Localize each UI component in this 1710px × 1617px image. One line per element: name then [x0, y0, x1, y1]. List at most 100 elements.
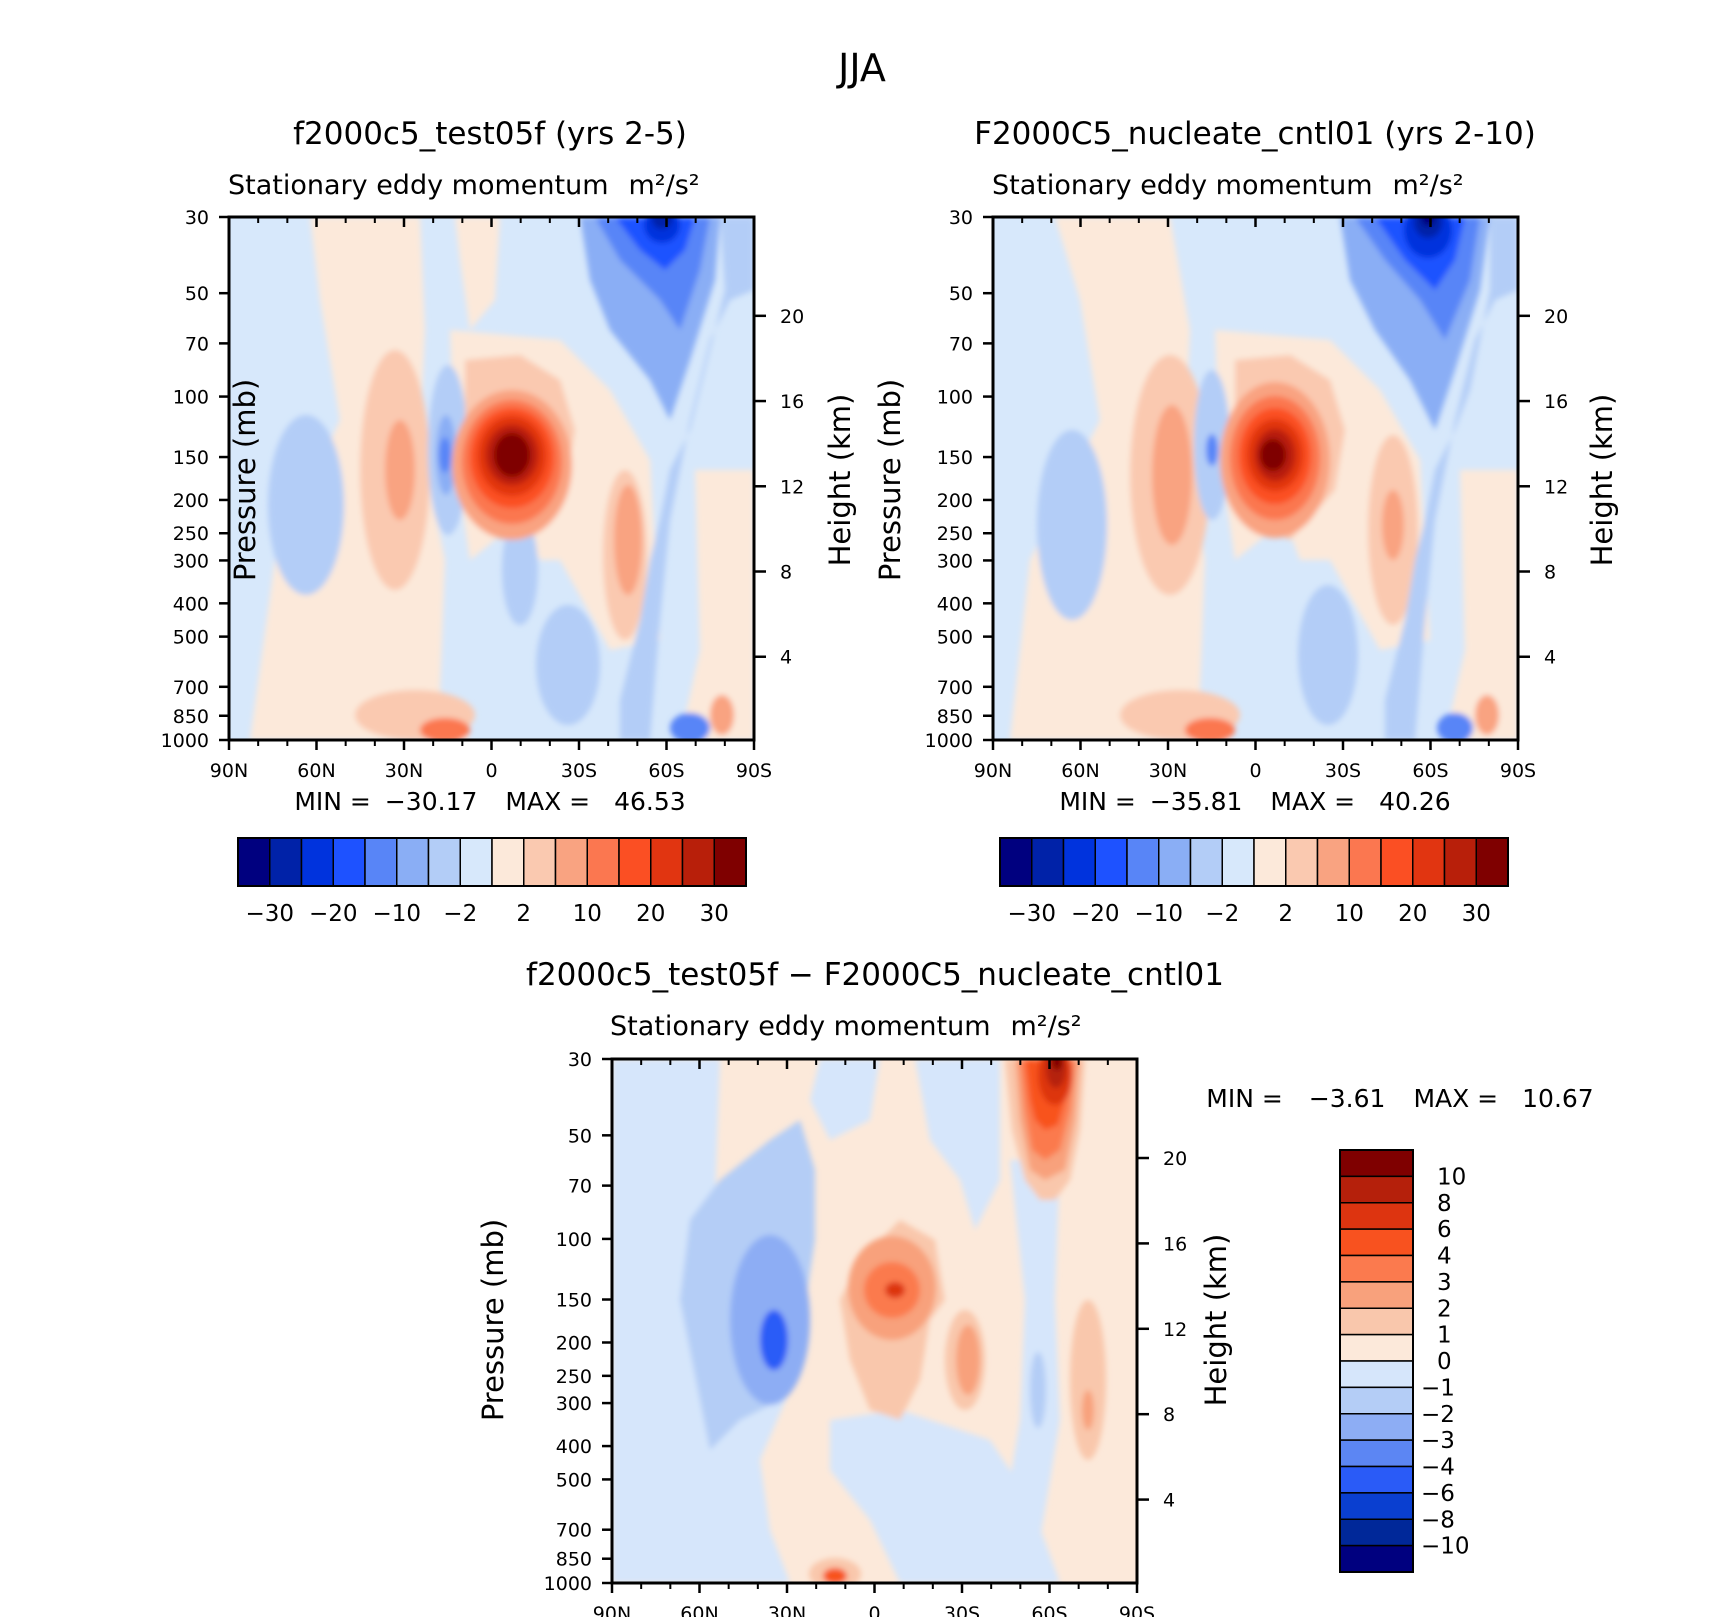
panel-diff-colorbar-box: [1339, 1360, 1414, 1389]
panel-1-contour-field: [229, 217, 754, 740]
panel-diff-colorbar-label: −8: [1421, 1507, 1455, 1533]
panel-1-y-right-tick-label: 4: [780, 647, 792, 669]
panel-diff-region-negative-b: [915, 1059, 1000, 1230]
panel-1-ylabel-right: Height (km): [823, 394, 857, 567]
panel-1-y-tick-label: 700: [173, 677, 209, 699]
panel-2-subtitle: Stationary eddy momentum m²/s²: [992, 170, 1464, 201]
panel-2-region-contour-b: [1152, 405, 1192, 545]
panel-1-y-right-tick-label: 12: [780, 476, 804, 498]
panel-diff-colorbar-box: [1339, 1175, 1414, 1204]
panel-diff-region-contour-n: [823, 1568, 847, 1583]
panel-1-colorbar-box: [491, 837, 525, 887]
panel-2-y-tick-label: 250: [937, 523, 973, 545]
panel-1-region-contour-b: [385, 420, 415, 520]
panel-diff-y-tick-label: 30: [568, 1049, 592, 1071]
panel-diff-colorbar-label: −1: [1421, 1375, 1455, 1401]
panel-diff-y-tick-label: 300: [556, 1393, 592, 1415]
panel-diff-min-label: MIN =: [1206, 1084, 1283, 1113]
panel-diff-ylabel: Pressure (mb): [476, 1219, 510, 1421]
panel-diff-minmax: MIN = −3.61 MAX = 10.67: [1206, 1084, 1593, 1113]
panel-1-y-right-tick-label: 8: [780, 562, 792, 584]
panel-1-units: m²/s²: [629, 170, 700, 201]
panel-1-y-tick-label: 100: [173, 387, 209, 409]
panel-diff-region-contour-d: [1030, 1352, 1046, 1428]
panel-diff-max-label: MAX =: [1413, 1084, 1498, 1113]
panel-diff-x-tick-label: 0: [868, 1603, 880, 1617]
panel-2-region-max-core: [1260, 439, 1286, 471]
panel-1-region-positive-belt: [250, 217, 470, 740]
panel-2-colorbar-box: [1126, 837, 1160, 887]
panel-1-region-contour-l: [652, 217, 672, 229]
panel-2-y-right-tick-label: 12: [1544, 476, 1568, 498]
panel-2-y-tick-label: 1000: [925, 730, 973, 752]
panel-1-colorbar-box: [681, 837, 715, 887]
panel-2-x-tick-label: 0: [1249, 760, 1261, 782]
panel-1-min-label: MIN =: [294, 787, 371, 816]
panel-1-x-tick-label: 60N: [297, 760, 335, 782]
panel-1-colorbar-box: [554, 837, 588, 887]
panel-1-x-tick-label: 30N: [385, 760, 423, 782]
panel-2-contour-field: [993, 217, 1518, 740]
panel-2-y-right-tick-label: 16: [1544, 391, 1568, 413]
panel-1: f2000c5_test05f (yrs 2-5) Stationary edd…: [161, 116, 857, 927]
panel-1-max-label: MAX =: [505, 787, 590, 816]
panel-2-colorbar-label: 10: [1335, 901, 1364, 927]
panel-diff-y-right-tick-label: 4: [1163, 1490, 1175, 1512]
panel-2-colorbar-label: −20: [1071, 901, 1120, 927]
panel-1-y-tick-label: 150: [173, 447, 209, 469]
panel-1-region-contour-m: [268, 415, 344, 595]
panel-diff-colorbar-label: 8: [1437, 1191, 1452, 1217]
panel-diff-y-right-tick-label: 20: [1163, 1148, 1187, 1170]
panel-1-y-tick-label: 850: [173, 706, 209, 728]
panel-1-y-tick-label: 200: [173, 490, 209, 512]
panel-diff-y-tick-label: 150: [556, 1290, 592, 1312]
panel-1-colorbar-box: [364, 837, 398, 887]
panel-diff-title: f2000c5_test05f − F2000C5_nucleate_cntl0…: [526, 957, 1224, 993]
panel-2-colorbar-box: [1094, 837, 1128, 887]
panel-2-region-contour-r: [1475, 695, 1499, 735]
panel-diff-colorbar-box: [1339, 1202, 1414, 1230]
panel-diff-max-value: 10.67: [1522, 1084, 1594, 1113]
panel-diff-y-tick-label: 70: [568, 1176, 592, 1198]
panel-1-y-right-tick-label: 20: [780, 306, 804, 328]
panel-2-colorbar-box: [1189, 837, 1223, 887]
panel-1-colorbar-box: [459, 837, 493, 887]
panel-1-y-tick-label: 1000: [161, 730, 209, 752]
panel-diff-colorbar-box: [1339, 1386, 1414, 1415]
panel-diff-contour-field: [612, 1059, 1137, 1583]
panel-2-x-tick-label: 90S: [1500, 760, 1536, 782]
panel-2-colorbar-label: −2: [1205, 901, 1239, 927]
panel-2-region-positive-south: [1445, 470, 1518, 740]
panel-diff-x-tick-label: 60S: [1031, 1603, 1067, 1617]
panel-diff-colorbar-box: [1339, 1149, 1414, 1178]
panel-1-y-tick-label: 400: [173, 593, 209, 615]
panel-diff: f2000c5_test05f − F2000C5_nucleate_cntl0…: [476, 957, 1594, 1617]
panel-diff-colorbar-box: [1339, 1307, 1414, 1336]
panel-2-colorbar-box: [1221, 837, 1255, 887]
panel-1-colorbar-box: [332, 837, 366, 887]
panel-diff-units: m²/s²: [1011, 1011, 1082, 1042]
panel-2-colorbar-box: [1380, 837, 1414, 887]
panel-1-colorbar-box: [427, 837, 461, 887]
panel-2-region-contour-p: [1298, 585, 1358, 725]
panel-1-colorbar-label: 20: [636, 901, 665, 927]
panel-diff-colorbar-label: 6: [1437, 1217, 1452, 1243]
panel-diff-colorbar-box: [1339, 1228, 1414, 1257]
panel-2-region-contour-l: [1414, 217, 1442, 238]
panel-2-region-contour-g: [1335, 217, 1518, 740]
panel-1-colorbar-box: [269, 837, 303, 887]
panel-1-colorbar-box: [650, 837, 684, 887]
panel-1-region-contour-g: [570, 217, 754, 740]
panel-diff-y-tick-label: 200: [556, 1332, 592, 1354]
panel-2-colorbar-label: 20: [1398, 901, 1427, 927]
panel-2-axes: 90N 60N 30N 0 30S 60S 90S 30 50 70 100 150 200 250 300…: [925, 207, 1569, 782]
panel-1-title: f2000c5_test05f (yrs 2-5): [293, 116, 687, 152]
panel-2-region-contour-f: [1185, 718, 1235, 740]
panel-1-y-tick-label: 250: [173, 523, 209, 545]
panel-1-region-contour-d: [614, 485, 642, 595]
panel-2-y-tick-label: 50: [949, 283, 973, 305]
panel-2-colorbar-label: −30: [1007, 901, 1056, 927]
panel-diff-colorbar-label: 4: [1437, 1244, 1452, 1270]
